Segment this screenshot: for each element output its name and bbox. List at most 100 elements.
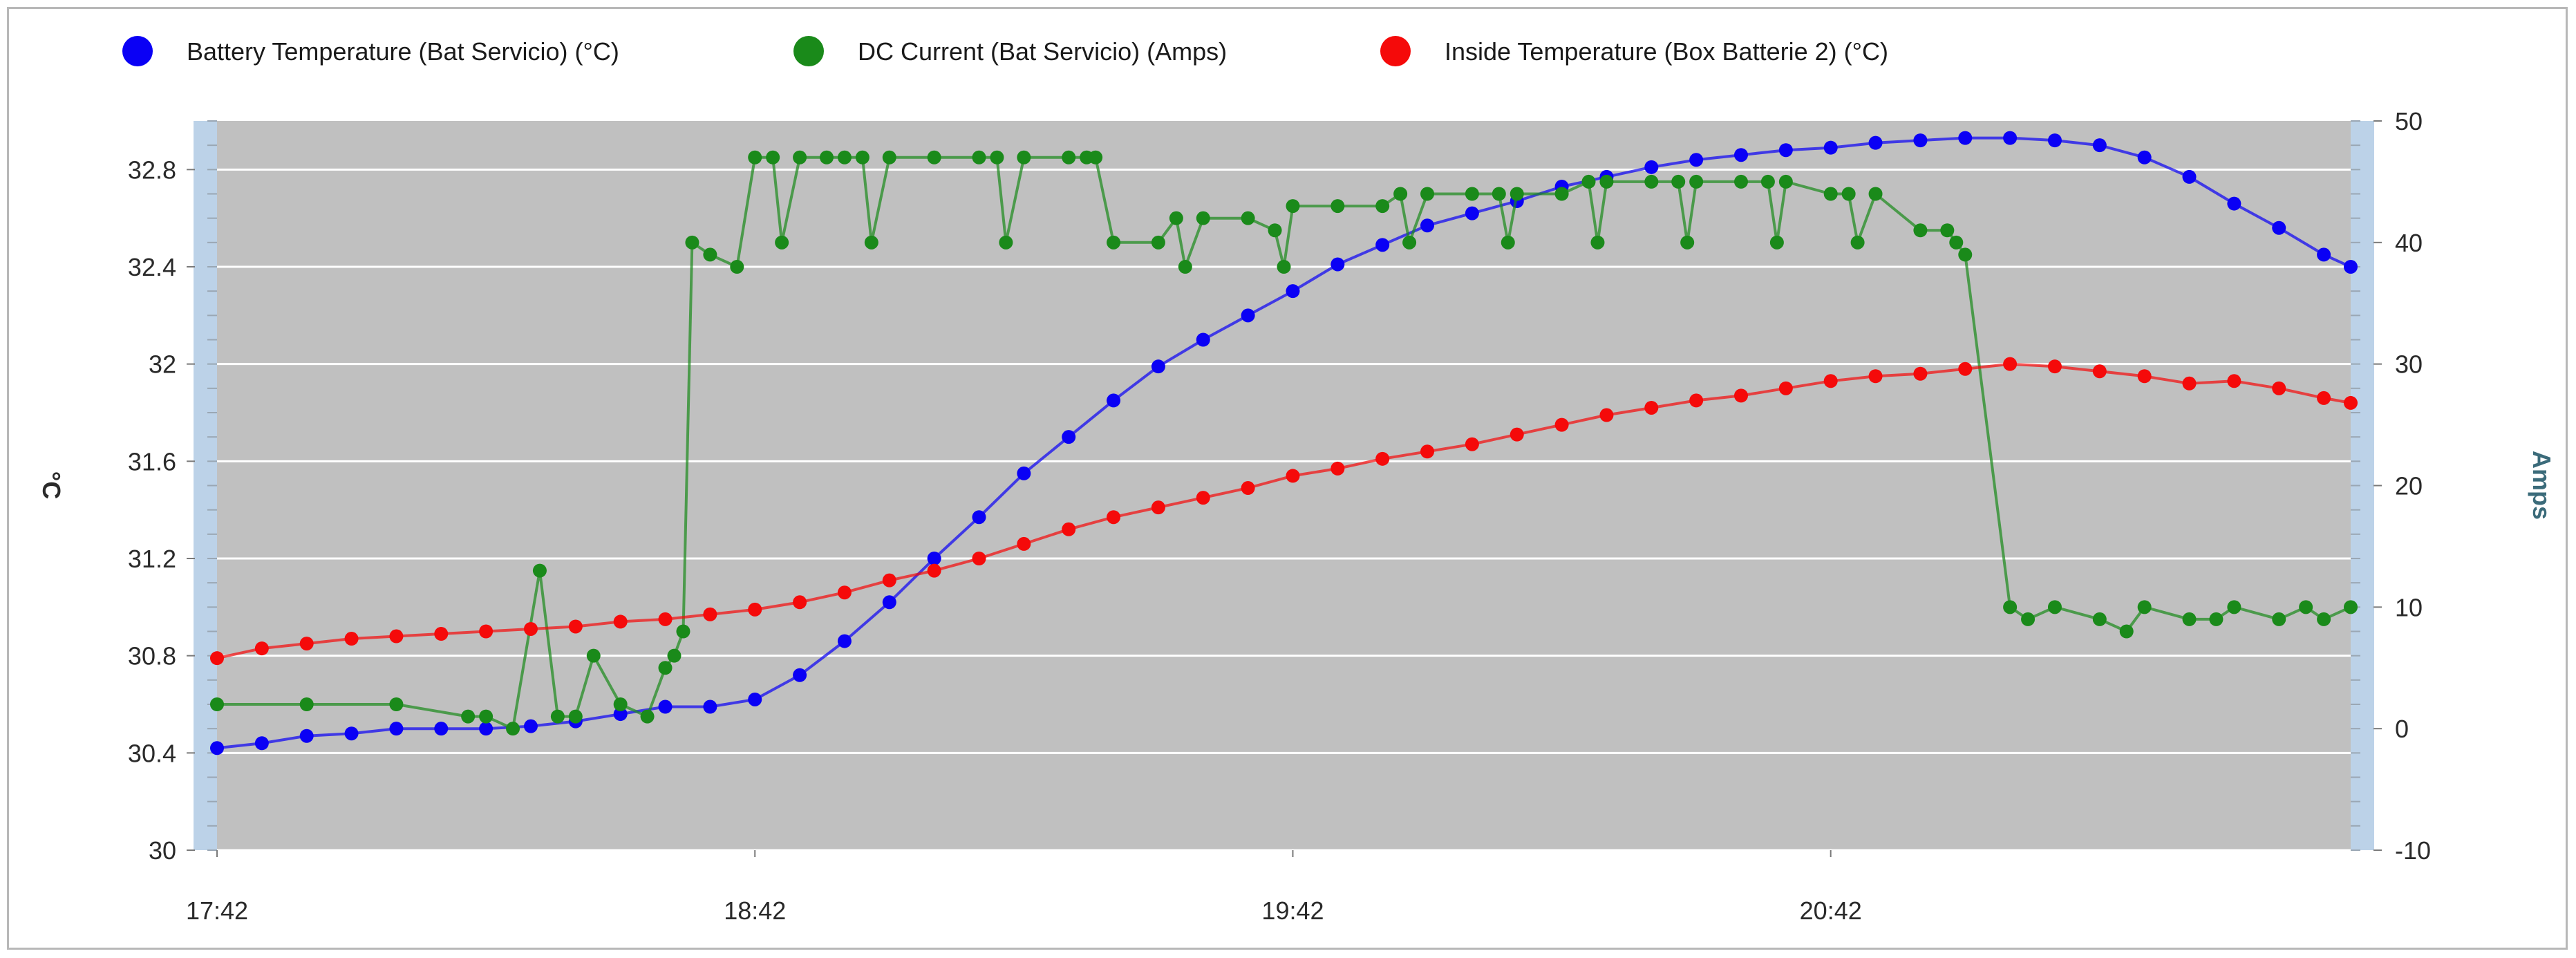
point-current	[1868, 187, 1883, 201]
point-inside	[2317, 391, 2331, 405]
point-battery	[254, 736, 269, 751]
point-current	[210, 697, 224, 711]
point-current	[550, 709, 565, 724]
left-tick-label-4: 31.6	[128, 447, 176, 476]
point-inside	[1778, 381, 1793, 395]
point-inside	[2137, 369, 2152, 384]
point-current	[2182, 612, 2197, 626]
gridlines	[217, 168, 2351, 852]
left-tick-label-1: 30.4	[128, 739, 176, 767]
point-current	[479, 709, 493, 724]
point-inside	[1420, 444, 1435, 459]
point-battery	[793, 668, 807, 682]
series-battery	[210, 131, 2358, 755]
point-current	[2003, 600, 2018, 614]
point-current	[703, 247, 717, 262]
point-battery	[210, 741, 224, 755]
point-battery	[1823, 140, 1838, 155]
right-tick-label-6: 50	[2395, 107, 2423, 135]
point-battery	[1151, 359, 1165, 374]
x-tick-label-0: 17:42	[186, 896, 248, 925]
point-current	[730, 260, 744, 274]
point-current	[2299, 600, 2313, 614]
point-battery	[703, 699, 717, 714]
point-current	[2344, 600, 2358, 614]
x-axis-ticks: 17:42 18:42 19:42 20:42	[186, 850, 1862, 925]
series-inside	[210, 357, 2358, 666]
point-current	[1501, 235, 1515, 250]
point-current	[1393, 187, 1408, 201]
point-battery	[1017, 466, 1031, 480]
right-axis-ticks: -10 0 10 20 30 40 50	[2373, 107, 2431, 865]
legend-item-current[interactable]: DC Current (Bat Servicio) (Amps)	[793, 36, 1227, 66]
point-inside	[1286, 469, 1300, 483]
left-tick-label-7: 32.8	[128, 156, 176, 184]
point-battery	[748, 692, 762, 706]
point-battery	[972, 510, 986, 525]
point-battery	[1062, 430, 1076, 444]
left-tick-label-0: 30	[149, 836, 176, 865]
point-current	[1331, 199, 1345, 214]
point-current	[1958, 247, 1973, 262]
x-tick-label-3: 20:42	[1800, 896, 1862, 925]
point-inside	[1554, 417, 1569, 432]
point-inside	[479, 624, 493, 639]
x-tick-label-1: 18:42	[724, 896, 786, 925]
point-battery	[2182, 169, 2197, 184]
point-current	[999, 235, 1013, 250]
legend-marker-inside	[1380, 36, 1411, 66]
point-current	[1465, 187, 1479, 201]
point-current	[1778, 174, 1793, 189]
point-inside	[1196, 491, 1210, 505]
point-battery	[479, 722, 493, 736]
point-battery	[2227, 196, 2241, 211]
left-tick-label-6: 32.4	[128, 253, 176, 281]
point-inside	[1062, 522, 1076, 536]
point-battery	[1778, 143, 1793, 158]
point-current	[990, 150, 1004, 165]
point-inside	[972, 552, 986, 565]
right-tick-label-2: 10	[2395, 593, 2423, 621]
right-tick-label-0: -10	[2395, 836, 2431, 865]
point-battery	[927, 552, 941, 565]
point-inside	[523, 621, 538, 636]
legend: Battery Temperature (Bat Servicio) (°C) …	[122, 36, 1888, 66]
point-current	[2021, 612, 2036, 626]
point-current	[1510, 187, 1524, 201]
point-current	[667, 648, 681, 663]
point-inside	[1107, 510, 1121, 525]
point-battery	[1689, 153, 1704, 167]
right-tick-label-1: 0	[2395, 715, 2409, 743]
point-current	[1644, 174, 1659, 189]
legend-item-inside[interactable]: Inside Temperature (Box Batterie 2) (°C)	[1380, 36, 1888, 66]
point-inside	[1913, 366, 1928, 381]
point-battery	[2272, 220, 2286, 235]
point-current	[1268, 223, 1282, 238]
point-battery	[1241, 308, 1255, 323]
point-current	[1599, 174, 1614, 189]
point-current	[613, 697, 628, 711]
legend-item-battery[interactable]: Battery Temperature (Bat Servicio) (°C)	[122, 36, 619, 66]
point-current	[2272, 612, 2286, 626]
point-inside	[2047, 359, 2062, 374]
legend-label-battery: Battery Temperature (Bat Servicio) (°C)	[187, 37, 619, 66]
point-current	[2047, 600, 2062, 614]
point-battery	[1868, 135, 1883, 150]
point-inside	[658, 612, 673, 626]
point-battery	[2092, 138, 2107, 153]
point-inside	[1823, 374, 1838, 388]
point-current	[1277, 260, 1291, 274]
point-current	[748, 150, 762, 165]
point-battery	[1375, 238, 1390, 252]
point-inside	[568, 619, 583, 634]
point-current	[766, 150, 780, 165]
point-current	[1590, 235, 1605, 250]
point-current	[389, 697, 404, 711]
point-current	[685, 235, 699, 250]
point-battery	[1331, 257, 1345, 272]
left-tick-label-2: 30.8	[128, 642, 176, 670]
point-current	[568, 709, 583, 724]
point-current	[1769, 235, 1784, 250]
point-inside	[2092, 364, 2107, 379]
point-inside	[1151, 500, 1165, 515]
